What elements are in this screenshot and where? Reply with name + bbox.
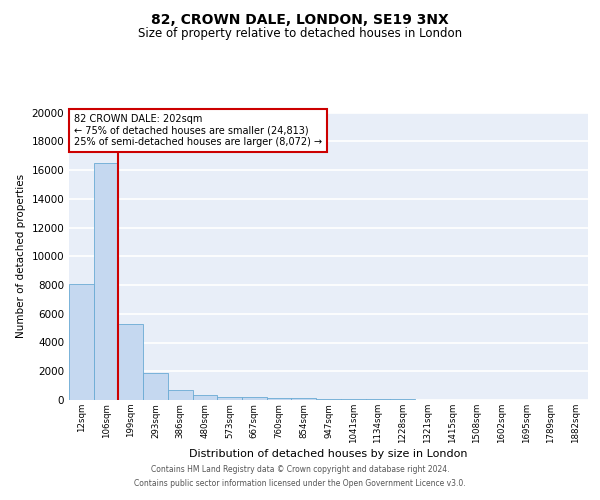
Bar — [292, 398, 316, 400]
Bar — [267, 398, 292, 400]
Text: 82 CROWN DALE: 202sqm
← 75% of detached houses are smaller (24,813)
25% of semi-: 82 CROWN DALE: 202sqm ← 75% of detached … — [74, 114, 322, 147]
Text: 82, CROWN DALE, LONDON, SE19 3NX: 82, CROWN DALE, LONDON, SE19 3NX — [151, 12, 449, 26]
Bar — [94, 163, 118, 400]
Bar — [118, 324, 143, 400]
Bar — [143, 374, 168, 400]
Bar — [316, 398, 341, 400]
Bar — [217, 397, 242, 400]
Bar — [69, 284, 94, 400]
Text: Size of property relative to detached houses in London: Size of property relative to detached ho… — [138, 28, 462, 40]
Text: Contains HM Land Registry data © Crown copyright and database right 2024.
Contai: Contains HM Land Registry data © Crown c… — [134, 466, 466, 487]
Bar — [341, 399, 365, 400]
Y-axis label: Number of detached properties: Number of detached properties — [16, 174, 26, 338]
Bar — [168, 390, 193, 400]
Bar — [193, 396, 217, 400]
X-axis label: Distribution of detached houses by size in London: Distribution of detached houses by size … — [189, 448, 468, 458]
Bar — [242, 398, 267, 400]
